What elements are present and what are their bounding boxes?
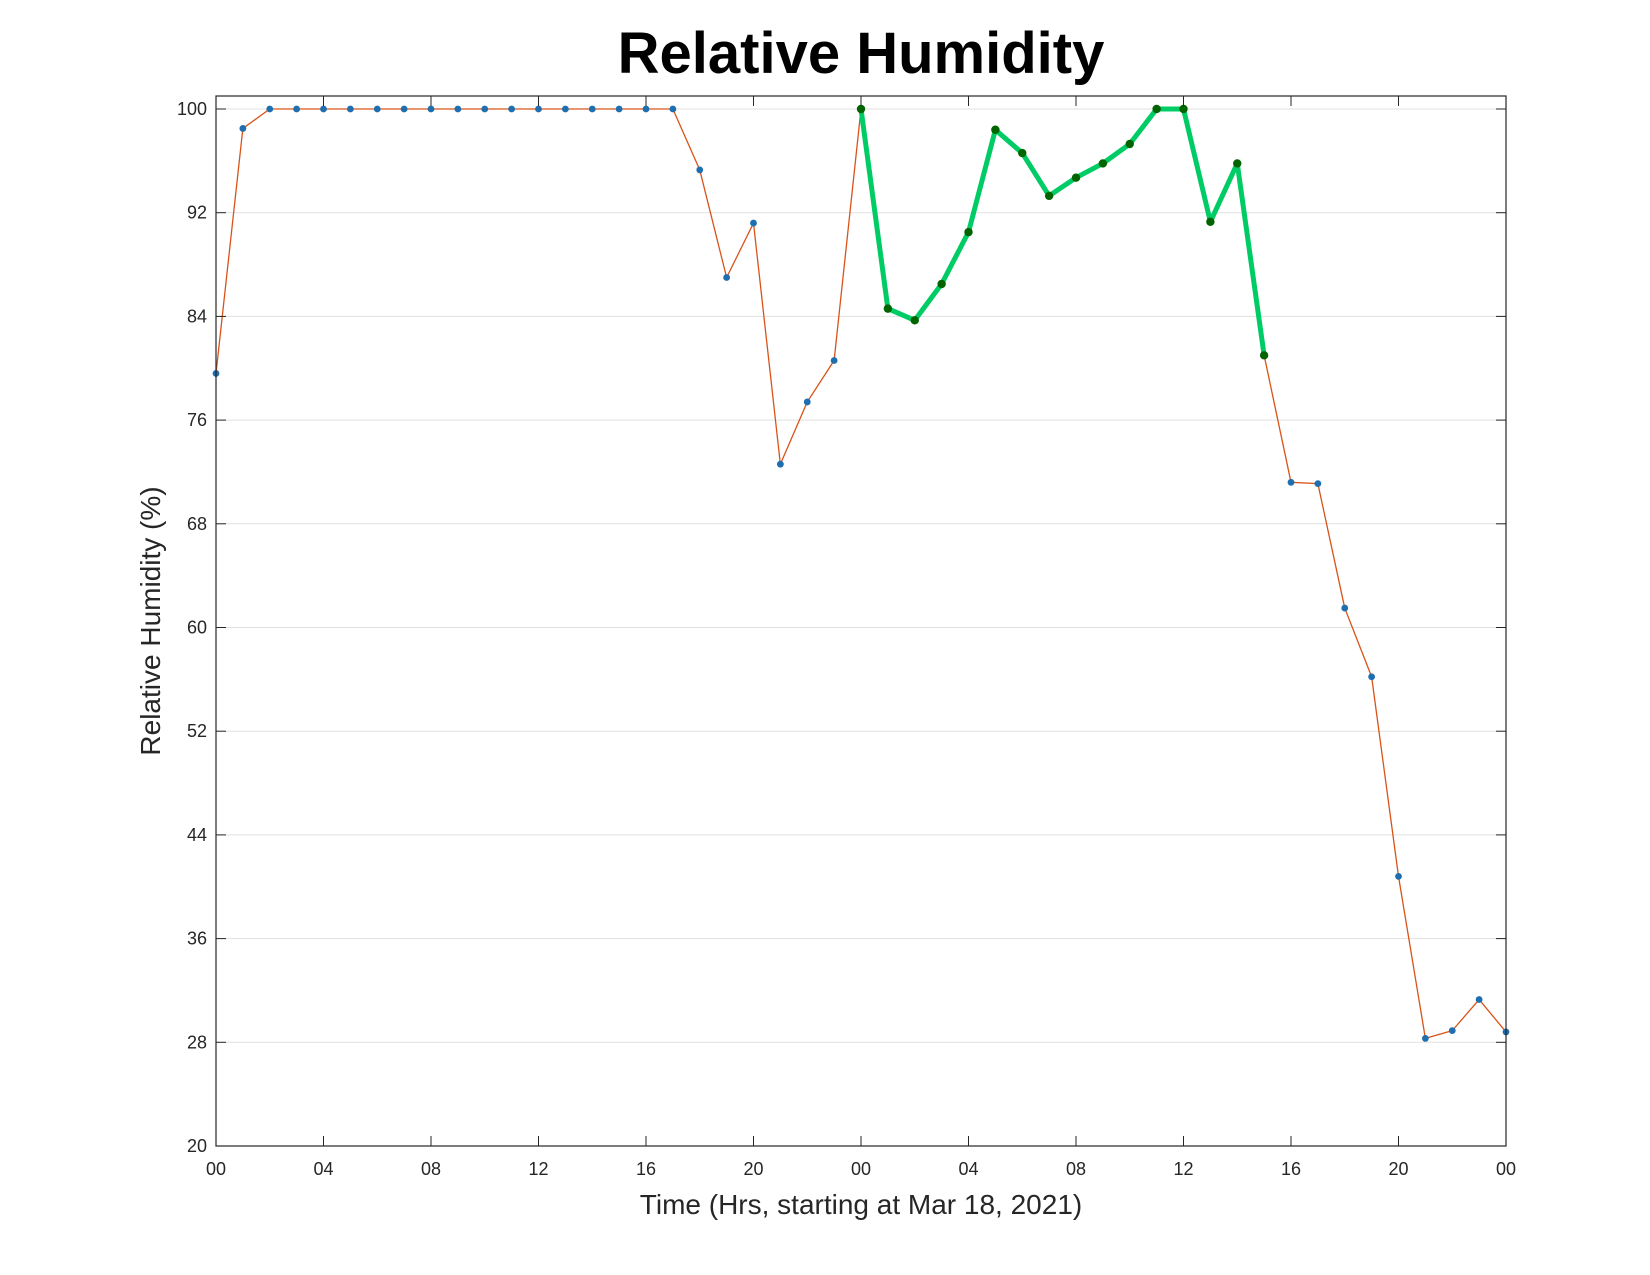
series-line-1 [215,108,1507,1040]
data-point-1 [723,274,731,281]
x-tick-label: 04 [313,1159,333,1179]
data-point-1 [642,105,650,113]
data-point-1 [454,105,462,113]
data-point-1 [1448,1027,1456,1035]
data-point-1 [1395,872,1402,880]
x-tick-label: 20 [743,1159,763,1179]
x-tick-label: 00 [851,1159,871,1179]
data-point-2 [1233,159,1242,168]
x-tick-label: 12 [528,1159,548,1179]
data-point-1 [1421,1035,1429,1042]
data-point-1 [561,105,569,113]
x-tick-label: 20 [1388,1159,1408,1179]
data-point-2 [1098,159,1108,168]
data-point-2 [1071,173,1081,182]
data-point-1 [669,105,677,113]
y-axis-label: Relative Humidity (%) [135,486,166,755]
data-point-1 [239,125,247,132]
data-point-1 [776,460,784,468]
x-tick-label: 16 [1281,1159,1301,1179]
data-point-1 [1287,478,1295,486]
data-point-1 [830,357,838,364]
data-point-1 [1314,480,1322,488]
axes-box [215,95,1507,1147]
x-tick-label: 08 [421,1159,441,1179]
data-point-2 [1125,139,1134,149]
data-point-1 [481,105,489,113]
data-point-2 [991,125,1000,134]
data-point-1 [588,105,596,113]
x-tick-label: 00 [206,1159,226,1179]
x-axis-label: Time (Hrs, starting at Mar 18, 2021) [640,1189,1082,1220]
x-tick-label: 16 [636,1159,656,1179]
data-point-2 [1044,191,1054,201]
data-point-1 [1341,604,1349,612]
data-point-1 [346,105,354,113]
y-tick-label: 84 [187,306,207,326]
data-point-2 [910,316,919,325]
data-point-1 [696,166,704,174]
x-tick-label: 00 [1496,1159,1516,1179]
data-point-2 [1152,104,1161,114]
y-tick-label: 100 [177,99,207,119]
data-point-1 [508,105,516,113]
data-point-1 [615,105,623,113]
y-tick-label: 76 [187,410,207,430]
data-point-2 [883,304,893,313]
y-tick-label: 92 [187,203,207,223]
data-point-1 [400,105,408,113]
x-tick-label: 04 [958,1159,978,1179]
y-tick-label: 68 [187,514,207,534]
data-point-1 [803,398,811,406]
y-tick-label: 28 [187,1032,207,1052]
y-tick-label: 60 [187,618,207,638]
grid-lines [216,108,1506,1043]
data-point-2 [1018,148,1027,158]
y-tick-label: 44 [187,825,207,845]
data-point-2 [1259,351,1269,360]
data-point-2 [856,104,866,114]
data-point-2 [937,279,946,289]
data-point-2 [964,227,973,237]
series-line-2 [858,106,1267,356]
data-point-2 [1179,104,1188,114]
data-point-1 [535,105,542,113]
data-point-1 [750,219,757,227]
axis-ticks: 20 28 36 44 52 60 68 76 84 92 100 00 04 08 12 16 20 00 04 0… [177,96,1516,1179]
y-tick-label: 20 [187,1136,207,1156]
data-point-1 [373,105,381,113]
series-layer [212,104,1510,1042]
data-point-1 [1475,996,1483,1003]
x-tick-label: 08 [1066,1159,1086,1179]
data-point-1 [427,105,435,113]
data-point-1 [320,105,327,113]
y-tick-label: 52 [187,721,207,741]
chart-title: Relative Humidity [618,21,1105,86]
data-point-1 [266,105,274,113]
data-point-1 [293,105,301,113]
y-tick-label: 36 [187,929,207,949]
data-point-1 [1368,673,1376,681]
x-tick-label: 12 [1173,1159,1193,1179]
data-point-2 [1206,217,1215,226]
